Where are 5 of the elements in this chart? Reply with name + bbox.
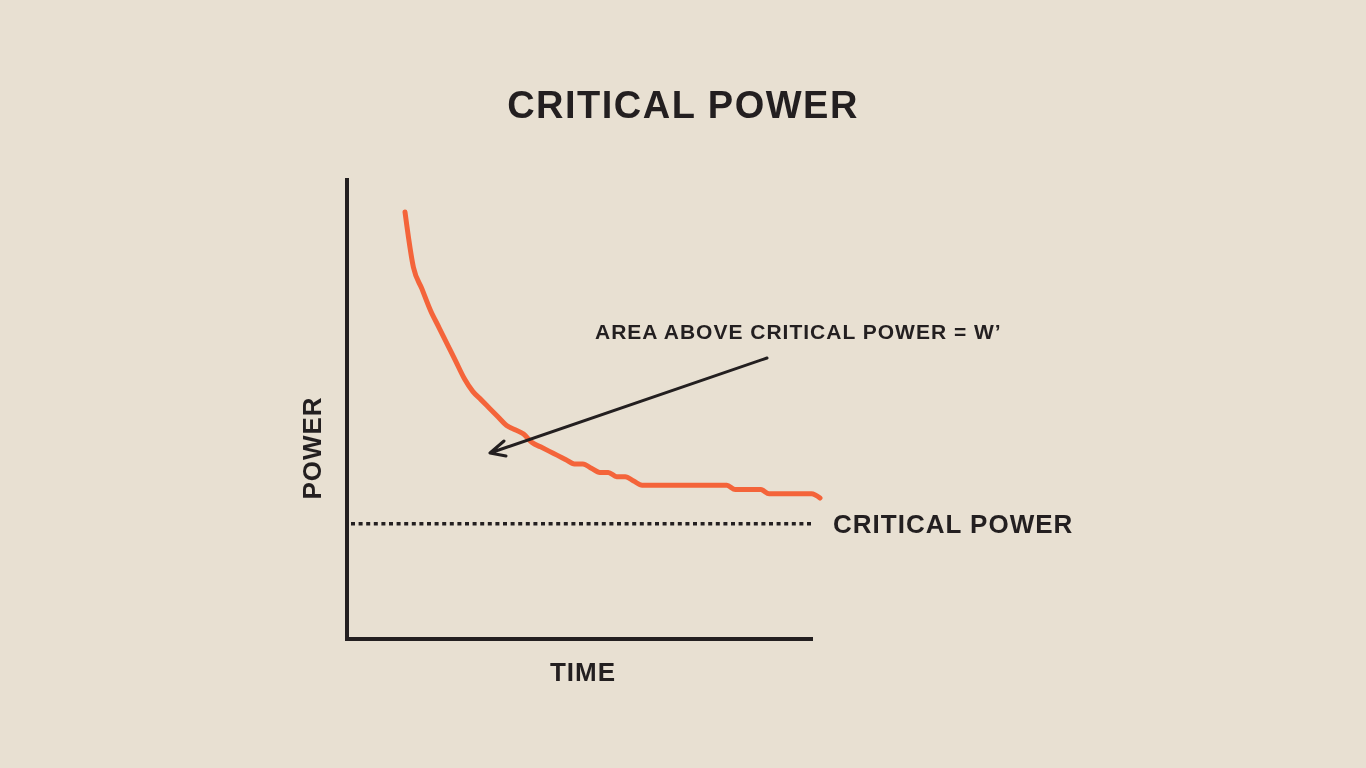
ref-line-label: CRITICAL POWER bbox=[833, 508, 1074, 539]
y-axis-title: POWER bbox=[297, 396, 327, 500]
x-axis-title: TIME bbox=[549, 657, 617, 687]
annotation: AREA ABOVE CRITICAL POWER = W’ bbox=[595, 320, 1002, 343]
chart-title: CRITICAL POWER bbox=[507, 84, 859, 126]
